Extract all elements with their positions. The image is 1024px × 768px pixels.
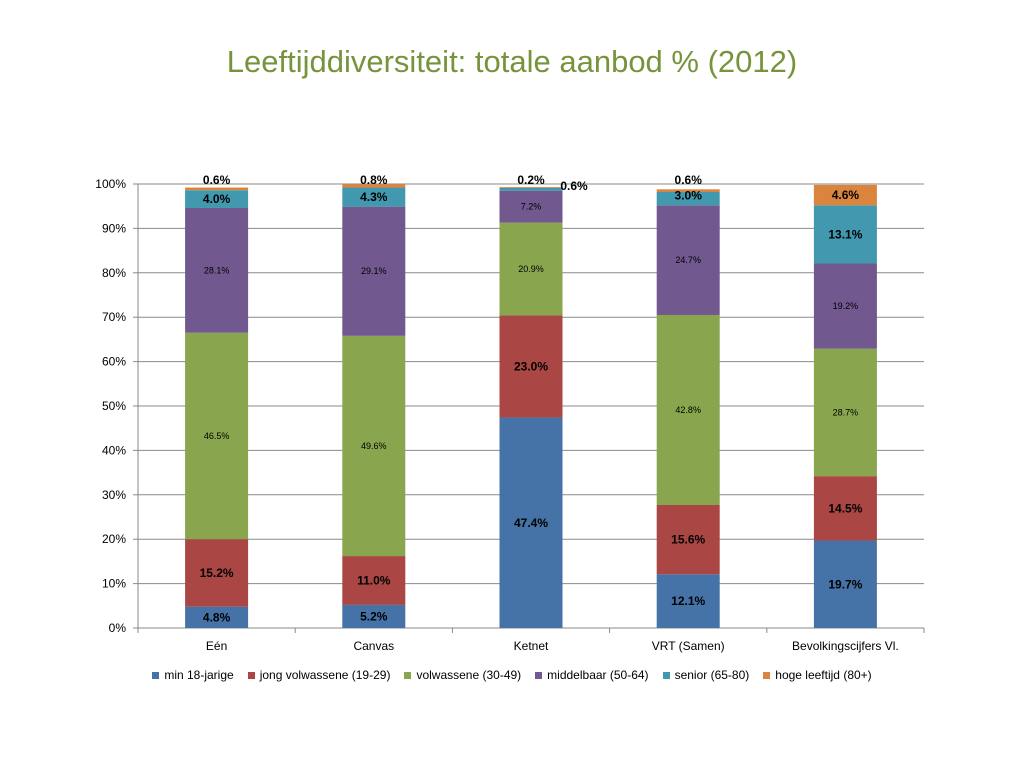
- data-label: 12.1%: [671, 594, 705, 608]
- legend-label: min 18-jarige: [164, 668, 234, 682]
- data-label: 0.6%: [675, 173, 703, 187]
- data-label: 11.0%: [357, 573, 391, 587]
- x-tick-label: Canvas: [353, 639, 394, 653]
- y-tick-label: 60%: [102, 355, 126, 369]
- bar-segment: [656, 505, 720, 575]
- data-label: 15.6%: [671, 533, 705, 547]
- data-label: 23.0%: [514, 359, 548, 373]
- legend-swatch: [662, 671, 670, 679]
- bar-segment: [656, 314, 720, 506]
- data-label: 29.1%: [361, 266, 387, 276]
- data-label: 28.7%: [833, 407, 859, 417]
- bar-segment: [499, 187, 563, 191]
- bar-segment: [185, 332, 249, 540]
- bar-segment: [185, 207, 249, 333]
- legend-item: senior (65-80): [662, 668, 750, 682]
- data-label: 20.9%: [518, 264, 544, 274]
- data-label: 5.2%: [360, 609, 388, 623]
- x-tick-label: Bevolkingscijfers Vl.: [792, 639, 899, 653]
- x-tick-label: Eén: [206, 639, 227, 653]
- legend-swatch: [404, 671, 412, 679]
- x-tick-label: VRT (Samen): [652, 639, 725, 653]
- legend-swatch: [247, 671, 255, 679]
- bar-segment: [499, 190, 563, 223]
- data-label: 4.0%: [203, 192, 231, 206]
- data-label: 3.0%: [675, 189, 703, 203]
- chart-title: Leeftijddiversiteit: totale aanbod % (20…: [226, 44, 798, 79]
- y-tick-label: 80%: [102, 266, 126, 280]
- y-tick-label: 10%: [102, 577, 126, 591]
- bar-segment: [656, 205, 720, 315]
- bar-segment: [342, 187, 406, 207]
- chart-legend: min 18-jarige jong volwassene (19-29) volw…: [0, 668, 1024, 682]
- bar-segment: [813, 348, 877, 477]
- legend-item: hoge leeftijd (80+): [763, 668, 872, 682]
- bar-segment: [499, 222, 563, 316]
- legend-swatch: [535, 671, 543, 679]
- data-label: 14.5%: [828, 501, 862, 515]
- data-label: 15.2%: [200, 566, 234, 580]
- bar-segment: [499, 417, 563, 628]
- legend-label: senior (65-80): [674, 668, 750, 682]
- data-label: 0.6%: [203, 173, 231, 187]
- legend-item: min 18-jarige: [152, 668, 234, 682]
- legend-label: jong volwassene (19-29): [259, 668, 391, 682]
- bar-segment: [185, 606, 249, 628]
- bar-segment: [813, 184, 877, 206]
- data-label: 42.8%: [675, 405, 701, 415]
- bar-segment: [656, 189, 720, 192]
- data-label: 4.6%: [832, 188, 860, 202]
- y-tick-label: 0%: [109, 621, 127, 635]
- bar-segment: [813, 540, 877, 628]
- bar-segment: [342, 335, 406, 557]
- y-tick-label: 70%: [102, 310, 126, 324]
- legend-swatch: [763, 671, 771, 679]
- bar-segment: [499, 315, 563, 418]
- data-label: 19.2%: [833, 301, 859, 311]
- bar-segment: [342, 604, 406, 628]
- x-tick-label: Ketnet: [514, 639, 549, 653]
- data-label: 7.2%: [521, 202, 542, 212]
- bar-segment: [813, 263, 877, 349]
- data-label: 46.5%: [204, 431, 230, 441]
- bar-segment: [656, 191, 720, 206]
- data-label: 4.8%: [203, 610, 231, 624]
- data-label: 0.2%: [517, 173, 545, 187]
- data-label: 4.3%: [360, 190, 388, 204]
- bar-segment: [813, 476, 877, 541]
- legend-label: hoge leeftijd (80+): [775, 668, 872, 682]
- legend-label: middelbaar (50-64): [547, 668, 649, 682]
- bar-segment: [185, 190, 249, 208]
- legend-item: jong volwassene (19-29): [247, 668, 391, 682]
- bar-segment: [185, 187, 249, 191]
- data-label: 19.7%: [828, 577, 862, 591]
- y-tick-label: 20%: [102, 532, 126, 546]
- legend-item: middelbaar (50-64): [535, 668, 649, 682]
- bar-segment: [813, 205, 877, 264]
- bar-segment: [342, 206, 406, 336]
- y-tick-label: 50%: [102, 399, 126, 413]
- data-label: 49.6%: [361, 441, 387, 451]
- legend-swatch: [152, 671, 160, 679]
- data-label: 47.4%: [514, 516, 548, 530]
- data-label: 13.1%: [828, 227, 862, 241]
- y-tick-label: 90%: [102, 221, 126, 235]
- bar-segment: [342, 556, 406, 605]
- data-label: 24.7%: [675, 255, 701, 265]
- data-label: 0.8%: [360, 173, 388, 187]
- y-tick-label: 30%: [102, 488, 126, 502]
- bar-segment: [499, 187, 563, 188]
- legend-item: volwassene (30-49): [404, 668, 521, 682]
- bar-segment: [342, 184, 406, 188]
- data-label: 0.6%: [560, 179, 588, 193]
- y-tick-label: 100%: [95, 177, 126, 191]
- bar-segment: [185, 539, 249, 607]
- bar-segment: [656, 574, 720, 628]
- y-tick-label: 40%: [102, 443, 126, 457]
- data-label: 28.1%: [204, 265, 230, 275]
- legend-label: volwassene (30-49): [416, 668, 522, 682]
